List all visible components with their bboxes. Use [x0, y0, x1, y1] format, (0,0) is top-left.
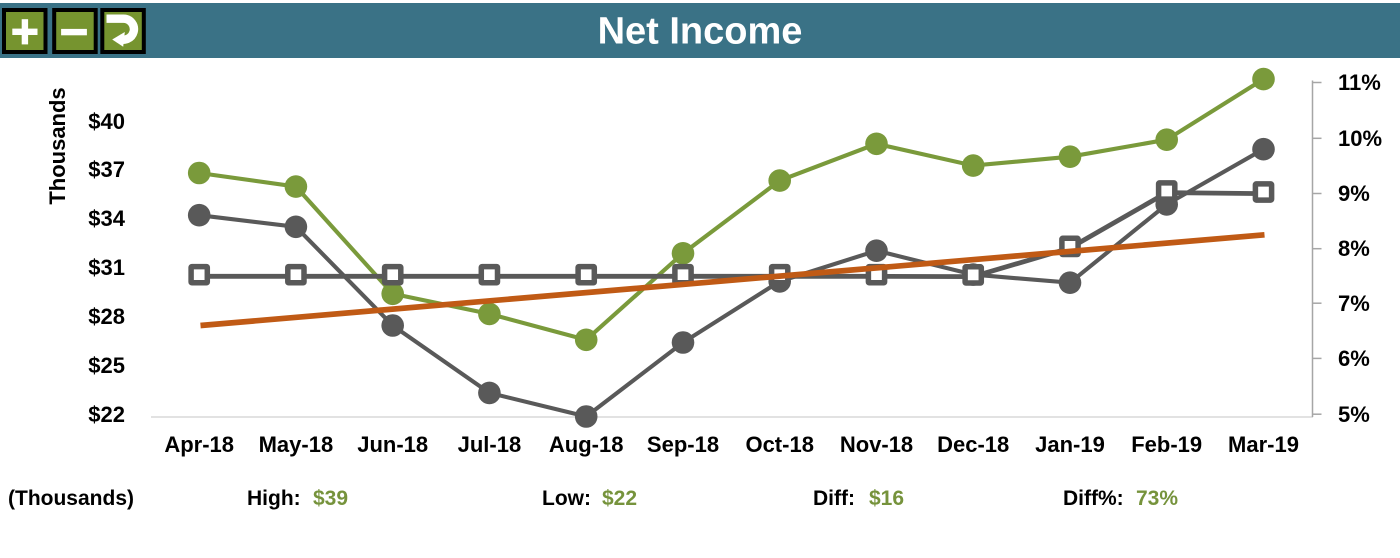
svg-text:$28: $28 — [88, 304, 125, 329]
svg-text:$39: $39 — [313, 487, 348, 510]
svg-text:$37: $37 — [88, 157, 125, 182]
svg-text:9%: 9% — [1338, 181, 1370, 206]
svg-text:Feb-19: Feb-19 — [1131, 432, 1202, 457]
svg-text:$34: $34 — [88, 206, 125, 231]
svg-text:Jan-19: Jan-19 — [1035, 432, 1105, 457]
svg-text:$16: $16 — [869, 487, 904, 510]
svg-text:6%: 6% — [1338, 346, 1370, 371]
svg-text:Net Income: Net Income — [598, 11, 803, 53]
svg-text:Diff:: Diff: — [813, 487, 855, 510]
svg-text:Jul-18: Jul-18 — [458, 432, 522, 457]
svg-text:$22: $22 — [88, 402, 125, 427]
svg-text:8%: 8% — [1338, 236, 1370, 261]
svg-text:$25: $25 — [88, 353, 125, 378]
svg-text:Thousands: Thousands — [45, 87, 70, 204]
svg-text:Jun-18: Jun-18 — [357, 432, 428, 457]
svg-text:Apr-18: Apr-18 — [164, 432, 234, 457]
svg-text:11%: 11% — [1338, 70, 1381, 95]
svg-text:(Thousands): (Thousands) — [8, 487, 134, 510]
svg-text:Mar-19: Mar-19 — [1228, 432, 1299, 457]
svg-text:Sep-18: Sep-18 — [647, 432, 719, 457]
svg-text:$22: $22 — [602, 487, 637, 510]
svg-text:May-18: May-18 — [259, 432, 334, 457]
svg-text:Nov-18: Nov-18 — [840, 432, 913, 457]
svg-text:Dec-18: Dec-18 — [937, 432, 1009, 457]
svg-text:5%: 5% — [1338, 402, 1370, 427]
svg-text:$31: $31 — [88, 255, 125, 280]
svg-text:73%: 73% — [1136, 487, 1178, 510]
svg-text:Oct-18: Oct-18 — [745, 432, 813, 457]
svg-text:$40: $40 — [88, 109, 125, 134]
svg-text:7%: 7% — [1338, 291, 1370, 316]
svg-text:Aug-18: Aug-18 — [549, 432, 624, 457]
svg-text:Diff%:: Diff%: — [1063, 487, 1124, 510]
svg-text:High:: High: — [247, 487, 301, 510]
svg-text:10%: 10% — [1338, 126, 1382, 151]
svg-text:Low:: Low: — [542, 487, 591, 510]
